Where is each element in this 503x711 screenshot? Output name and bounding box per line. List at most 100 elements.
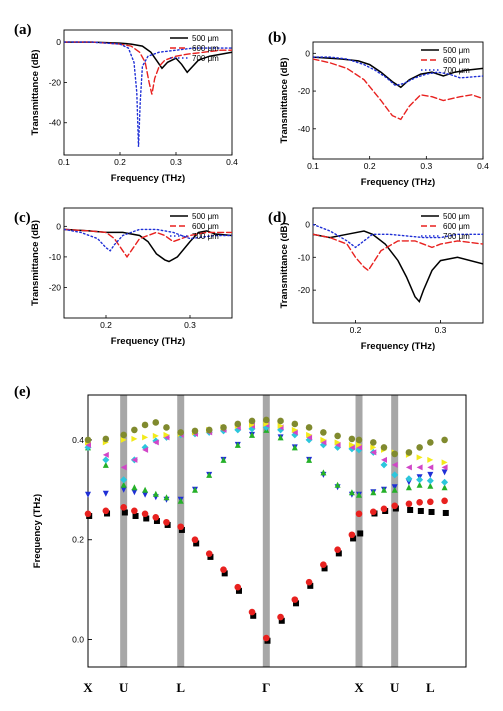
band-point [306, 434, 313, 441]
y-axis-label: Frequency (THz) [32, 494, 43, 568]
series-group [313, 56, 483, 121]
y-tick-label: 0.4 [72, 435, 84, 445]
y-tick-label: -20 [298, 285, 311, 295]
series-line-2 [313, 233, 483, 272]
band-point [205, 550, 213, 558]
band-point [307, 582, 314, 589]
band-point [441, 459, 448, 466]
band-point [291, 444, 298, 451]
band-point [381, 486, 387, 493]
y-tick-label: 0.2 [72, 535, 84, 545]
series-line-1 [64, 41, 232, 74]
series-line-3 [64, 228, 232, 252]
band-point [334, 439, 341, 446]
plot-frame [312, 41, 484, 160]
k-point-label: U [390, 680, 400, 695]
y-tick-label: -10 [49, 252, 62, 262]
legend-label-1: 500 μm [192, 212, 219, 221]
band-point [131, 426, 138, 434]
plot-frame [63, 29, 233, 156]
band-point [334, 432, 341, 440]
legend-label-3: 700 μm [443, 66, 470, 75]
band-point [405, 464, 412, 471]
legend-label-1: 500 μm [443, 212, 470, 221]
band-point [277, 613, 284, 621]
band-point [163, 518, 170, 526]
band-point [391, 471, 399, 479]
band-point [234, 583, 242, 591]
band-point [121, 509, 128, 516]
band-point [263, 634, 270, 642]
series-line-1 [64, 228, 232, 263]
band-point [305, 424, 313, 431]
band-point [102, 507, 110, 515]
band-point [207, 553, 214, 560]
band-point [131, 484, 138, 491]
band-point [291, 426, 298, 433]
y-axis-label: Transmittance (dB) [30, 49, 41, 135]
band-point [320, 429, 327, 436]
series-line-3 [64, 41, 232, 147]
band-point [405, 500, 413, 508]
y-tick-label: 0 [56, 221, 61, 231]
band-point [350, 535, 357, 542]
k-point-label: X [354, 680, 364, 695]
k-point-label: L [426, 680, 435, 695]
x-tick-label: 0.1 [58, 157, 70, 167]
band-point [427, 498, 434, 506]
band-point [391, 486, 398, 493]
band-point [220, 424, 227, 431]
band-point [405, 484, 412, 491]
y-tick-label: 0.0 [72, 635, 84, 645]
y-axis-label: Transmittance (dB) [279, 222, 290, 308]
band-point [416, 499, 423, 506]
band-point [405, 475, 413, 483]
band-point [153, 517, 160, 524]
band-point [427, 482, 434, 489]
band-point [193, 540, 200, 547]
y-tick-label: -20 [49, 77, 62, 87]
y-axis-label: Transmittance (dB) [30, 220, 41, 306]
band-point [163, 434, 170, 441]
band-point [132, 512, 139, 519]
x-tick-label: 0.4 [477, 161, 489, 171]
series-line-2 [313, 58, 483, 121]
band-point [416, 464, 423, 471]
legend-label-3: 700 μm [443, 232, 470, 241]
band-point [427, 464, 434, 471]
band-point [84, 510, 92, 518]
y-tick-label: -40 [49, 118, 62, 128]
panel-a: (a) 0.1 0.2 0.3 0.4 0 -20 -40 Frequency (THz) Tra… [14, 22, 238, 184]
series-line-1 [313, 56, 483, 89]
x-tick-label: 0.2 [114, 157, 126, 167]
band-point [355, 436, 363, 444]
band-point [355, 510, 363, 518]
band-point [143, 515, 150, 522]
band-point [220, 566, 227, 573]
x-tick-label: 0.2 [364, 161, 376, 171]
panel-c: (c) 0.2 0.3 0 -10 -20 Frequency (THz) Transmitt… [14, 207, 233, 347]
band-point [380, 461, 388, 469]
band-point [152, 439, 159, 446]
band-point [320, 439, 327, 446]
band-point [441, 478, 449, 486]
k-point-shade [120, 395, 128, 667]
x-axis-label: Frequency (THz) [361, 341, 435, 352]
y-tick-label: 0 [305, 48, 310, 58]
band-point [152, 432, 159, 439]
band-point [278, 617, 285, 624]
band-point [234, 420, 242, 428]
k-point-label: U [119, 680, 129, 695]
band-point [220, 456, 227, 463]
panel-b: (b) 0.1 0.2 0.3 0.4 0 -20 -40 Frequency (THz) Tra… [268, 30, 489, 188]
band-point [334, 481, 341, 488]
k-point-label: X [83, 680, 93, 695]
band-point [120, 481, 127, 488]
band-point [427, 456, 434, 463]
plot-frame [87, 394, 467, 668]
band-point [163, 424, 170, 431]
series-line-3 [313, 56, 483, 87]
y-tick-label: -20 [298, 86, 311, 96]
band-point [277, 434, 284, 441]
band-point [142, 486, 149, 493]
